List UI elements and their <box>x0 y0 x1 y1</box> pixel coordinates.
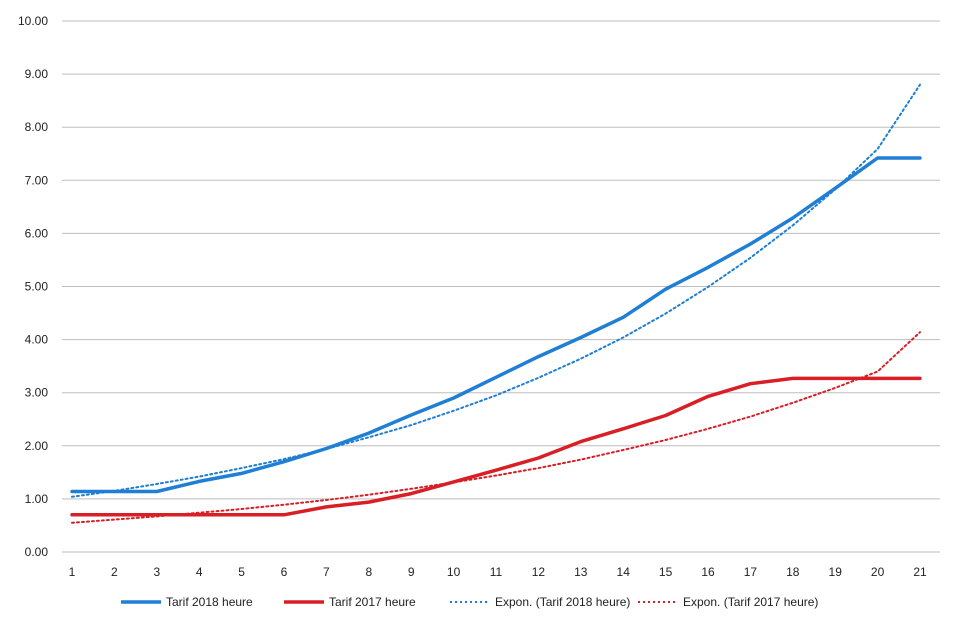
x-tick-label: 9 <box>408 565 415 579</box>
legend-label-1: Tarif 2017 heure <box>329 595 416 609</box>
y-tick-label: 0.00 <box>25 545 49 559</box>
series-line-0 <box>70 156 922 494</box>
x-tick-label: 2 <box>111 565 118 579</box>
x-tick-label: 21 <box>913 565 927 579</box>
x-tick-label: 13 <box>574 565 588 579</box>
x-tick-label: 19 <box>829 565 843 579</box>
x-tick-label: 10 <box>447 565 461 579</box>
x-tick-label: 4 <box>196 565 203 579</box>
y-tick-label: 5.00 <box>25 280 49 294</box>
y-tick-label: 1.00 <box>25 492 49 506</box>
legend: Tarif 2018 heure Tarif 2017 heure Expon. (… <box>121 595 818 609</box>
legend-label-2: Expon. (Tarif 2018 heure) <box>495 595 630 609</box>
series-line-3 <box>71 331 921 524</box>
series-lines <box>70 83 922 524</box>
y-tick-label: 10.00 <box>18 14 48 28</box>
y-tick-label: 7.00 <box>25 173 49 187</box>
x-axis-tick-labels: 1 2 3 4 5 6 7 8 9 10 11 12 13 14 15 16 17 18 19 20 21 <box>69 565 927 579</box>
x-tick-label: 3 <box>153 565 160 579</box>
x-tick-label: 16 <box>701 565 715 579</box>
x-tick-label: 15 <box>659 565 673 579</box>
y-axis-tick-labels: 0.00 1.00 2.00 3.00 4.00 5.00 6.00 7.00 8.00 9.00… <box>18 14 48 559</box>
x-tick-label: 14 <box>617 565 631 579</box>
y-tick-label: 6.00 <box>25 226 49 240</box>
legend-label-3: Expon. (Tarif 2017 heure) <box>683 595 818 609</box>
x-tick-label: 7 <box>323 565 330 579</box>
y-tick-label: 2.00 <box>25 439 49 453</box>
series-line-2 <box>71 83 921 498</box>
y-tick-label: 3.00 <box>25 386 49 400</box>
x-tick-label: 6 <box>281 565 288 579</box>
series-line-1 <box>70 376 922 517</box>
x-tick-label: 1 <box>69 565 76 579</box>
x-tick-label: 8 <box>365 565 372 579</box>
y-tick-label: 4.00 <box>25 333 49 347</box>
x-tick-label: 12 <box>532 565 546 579</box>
gridlines <box>62 20 940 553</box>
x-tick-label: 20 <box>871 565 885 579</box>
y-tick-label: 9.00 <box>25 67 49 81</box>
legend-label-0: Tarif 2018 heure <box>166 595 253 609</box>
x-tick-label: 18 <box>786 565 800 579</box>
y-tick-label: 8.00 <box>25 120 49 134</box>
x-tick-label: 5 <box>238 565 245 579</box>
x-tick-label: 11 <box>490 565 503 579</box>
x-tick-label: 17 <box>744 565 758 579</box>
